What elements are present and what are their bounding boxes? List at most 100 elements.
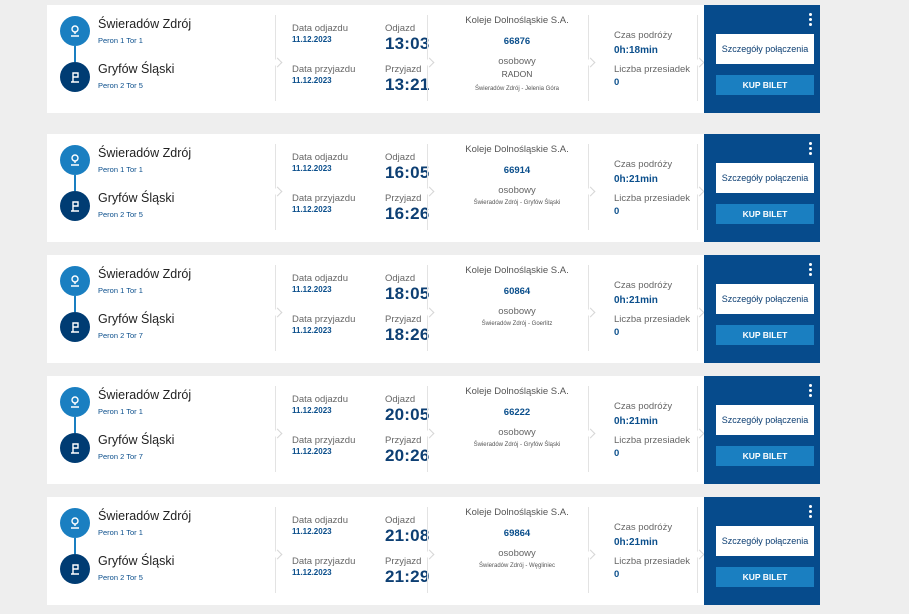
separator bbox=[427, 386, 428, 472]
departure-platform: Peron 1 Tor 1 bbox=[98, 36, 143, 45]
departure-date: 11.12.2023 bbox=[292, 527, 332, 536]
connection-card[interactable]: Świeradów Zdrój Peron 1 Tor 1 Gryfów Ślą… bbox=[47, 255, 820, 363]
arrival-station: Gryfów Śląski bbox=[98, 191, 175, 205]
separator bbox=[697, 144, 698, 230]
details-button[interactable]: Szczegóły połączenia bbox=[716, 526, 814, 556]
train-route: Świeradów Zdrój - Gryfów Śląski bbox=[473, 442, 561, 448]
more-options-icon[interactable] bbox=[809, 384, 813, 397]
travel-time-label: Czas podróży bbox=[614, 401, 673, 412]
more-options-icon[interactable] bbox=[809, 505, 813, 518]
departure-date: 11.12.2023 bbox=[292, 406, 332, 415]
departure-time: 21:08 bbox=[385, 526, 430, 545]
details-button[interactable]: Szczegóły połączenia bbox=[716, 284, 814, 314]
departure-time: 13:03 bbox=[385, 34, 430, 53]
separator bbox=[588, 507, 589, 593]
details-button[interactable]: Szczegóły połączenia bbox=[716, 405, 814, 435]
stations: Świeradów Zdrój Peron 1 Tor 1 Gryfów Ślą… bbox=[47, 376, 275, 484]
train-number: 69864 bbox=[503, 528, 531, 539]
departure-time: 20:05 bbox=[385, 405, 430, 424]
departure-station: Świeradów Zdrój bbox=[98, 267, 192, 281]
arrival-date: 11.12.2023 bbox=[292, 326, 332, 335]
action-panel: Szczegóły połączenia KUP BILET bbox=[704, 255, 820, 363]
connection-card[interactable]: Świeradów Zdrój Peron 1 Tor 1 Gryfów Ślą… bbox=[47, 376, 820, 484]
details-button[interactable]: Szczegóły połączenia bbox=[716, 163, 814, 193]
arrival-date-label: Data przyjazdu bbox=[292, 193, 356, 204]
route-line bbox=[74, 175, 76, 191]
travel-time-label: Czas podróży bbox=[614, 280, 673, 291]
more-options-icon[interactable] bbox=[809, 142, 813, 155]
buy-ticket-button[interactable]: KUP BILET bbox=[716, 204, 814, 224]
separator bbox=[427, 507, 428, 593]
separator bbox=[588, 386, 589, 472]
separator bbox=[427, 265, 428, 351]
action-panel: Szczegóły połączenia KUP BILET bbox=[704, 376, 820, 484]
travel-time-value: 0h:21min bbox=[614, 174, 658, 185]
changes-label: Liczba przesiadek bbox=[614, 64, 691, 75]
train-name: RADON bbox=[501, 69, 533, 79]
action-panel: Szczegóły połączenia KUP BILET bbox=[704, 5, 820, 113]
departure-date-label: Data odjazdu bbox=[292, 23, 348, 34]
arrival-label: Przyjazd bbox=[385, 64, 422, 75]
arrival-label: Przyjazd bbox=[385, 314, 422, 325]
separator bbox=[275, 507, 276, 593]
buy-ticket-button[interactable]: KUP BILET bbox=[716, 75, 814, 95]
changes-value: 0 bbox=[614, 448, 620, 459]
changes-label: Liczba przesiadek bbox=[614, 193, 691, 204]
train-route: Świeradów Zdrój - Gryfów Śląski bbox=[473, 200, 561, 206]
changes-value: 0 bbox=[614, 569, 620, 580]
carrier-name: Koleje Dolnośląskie S.A. bbox=[465, 265, 569, 276]
arrival-label: Przyjazd bbox=[385, 556, 422, 567]
separator bbox=[588, 15, 589, 101]
more-options-icon[interactable] bbox=[809, 13, 813, 26]
departure-label: Odjazd bbox=[385, 515, 416, 526]
separator bbox=[697, 265, 698, 351]
departure-platform: Peron 1 Tor 1 bbox=[98, 165, 143, 174]
train-category: osobowy bbox=[498, 548, 536, 559]
separator bbox=[697, 507, 698, 593]
location-pin-icon bbox=[60, 266, 90, 296]
separator bbox=[588, 265, 589, 351]
changes-value: 0 bbox=[614, 327, 620, 338]
changes-label: Liczba przesiadek bbox=[614, 314, 691, 325]
connection-card[interactable]: Świeradów Zdrój Peron 1 Tor 1 Gryfów Ślą… bbox=[47, 5, 820, 113]
carrier-name: Koleje Dolnośląskie S.A. bbox=[465, 386, 569, 397]
arrival-time: 18:26 bbox=[385, 325, 430, 344]
travel-time-label: Czas podróży bbox=[614, 159, 673, 170]
buy-ticket-button[interactable]: KUP BILET bbox=[716, 446, 814, 466]
arrival-platform: Peron 2 Tor 7 bbox=[98, 331, 143, 340]
separator bbox=[697, 386, 698, 472]
arrival-time: 16:26 bbox=[385, 204, 430, 223]
location-pin-icon bbox=[60, 16, 90, 46]
arrival-platform: Peron 2 Tor 5 bbox=[98, 573, 143, 582]
departure-label: Odjazd bbox=[385, 394, 416, 405]
train-stop-icon bbox=[60, 433, 90, 463]
arrival-platform: Peron 2 Tor 5 bbox=[98, 81, 143, 90]
separator bbox=[427, 15, 428, 101]
train-stop-icon bbox=[60, 62, 90, 92]
buy-ticket-button[interactable]: KUP BILET bbox=[716, 567, 814, 587]
connection-card[interactable]: Świeradów Zdrój Peron 1 Tor 1 Gryfów Ślą… bbox=[47, 134, 820, 242]
train-number: 66222 bbox=[503, 407, 531, 418]
departure-station: Świeradów Zdrój bbox=[98, 146, 192, 160]
changes-label: Liczba przesiadek bbox=[614, 435, 691, 446]
departure-station: Świeradów Zdrój bbox=[98, 509, 192, 523]
arrival-time: 13:21 bbox=[385, 75, 430, 94]
stations: Świeradów Zdrój Peron 1 Tor 1 Gryfów Ślą… bbox=[47, 5, 275, 113]
details-button[interactable]: Szczegóły połączenia bbox=[716, 34, 814, 64]
stations: Świeradów Zdrój Peron 1 Tor 1 Gryfów Ślą… bbox=[47, 497, 275, 605]
location-pin-icon bbox=[60, 145, 90, 175]
departure-date-label: Data odjazdu bbox=[292, 394, 348, 405]
more-options-icon[interactable] bbox=[809, 263, 813, 276]
train-category: osobowy bbox=[498, 306, 536, 317]
buy-ticket-button[interactable]: KUP BILET bbox=[716, 325, 814, 345]
departure-label: Odjazd bbox=[385, 23, 416, 34]
arrival-date-label: Data przyjazdu bbox=[292, 64, 356, 75]
departure-date-label: Data odjazdu bbox=[292, 515, 348, 526]
separator bbox=[275, 144, 276, 230]
separator bbox=[697, 15, 698, 101]
arrival-platform: Peron 2 Tor 5 bbox=[98, 210, 143, 219]
connection-card[interactable]: Świeradów Zdrój Peron 1 Tor 1 Gryfów Ślą… bbox=[47, 497, 820, 605]
departure-platform: Peron 1 Tor 1 bbox=[98, 528, 143, 537]
arrival-date: 11.12.2023 bbox=[292, 76, 332, 85]
separator bbox=[275, 265, 276, 351]
